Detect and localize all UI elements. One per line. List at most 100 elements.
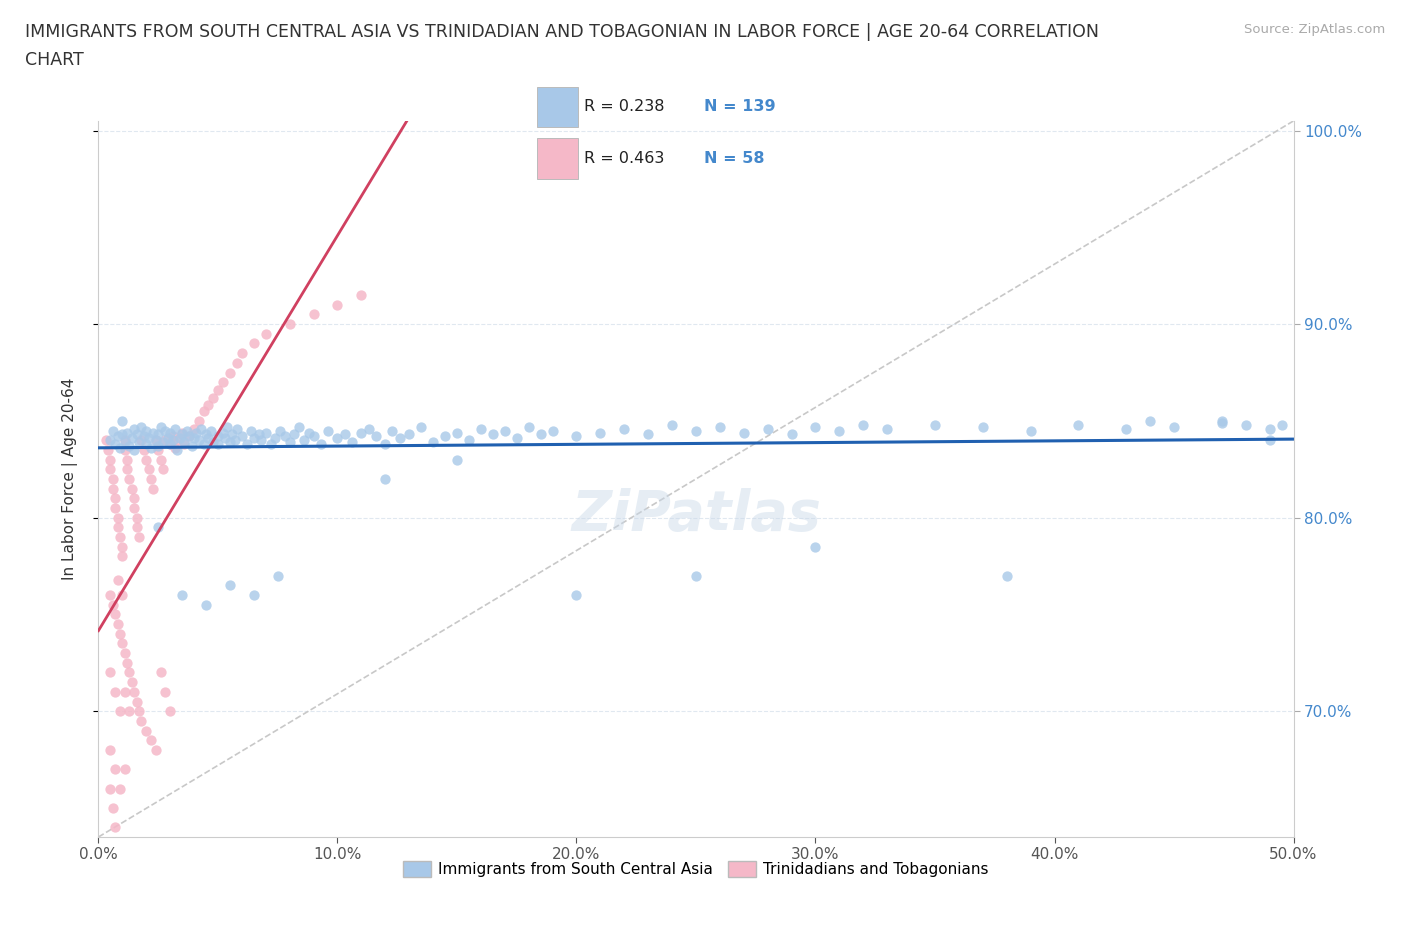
Point <box>159 425 181 440</box>
Point <box>139 733 162 748</box>
Point <box>166 432 188 447</box>
Point <box>254 425 277 440</box>
Point <box>156 431 179 445</box>
Point <box>685 568 707 583</box>
Point <box>231 429 253 444</box>
Point <box>104 820 127 835</box>
Point <box>1234 418 1257 432</box>
Point <box>333 427 356 442</box>
Point <box>195 597 218 612</box>
Point <box>1139 414 1161 429</box>
Point <box>247 427 270 442</box>
Legend: Immigrants from South Central Asia, Trinidadians and Tobagonians: Immigrants from South Central Asia, Trin… <box>396 855 995 884</box>
Point <box>179 429 201 444</box>
Point <box>995 568 1018 583</box>
Point <box>128 434 150 449</box>
Point <box>142 481 165 496</box>
Point <box>269 423 291 438</box>
Point <box>411 419 433 434</box>
Point <box>283 427 305 442</box>
Point <box>733 425 755 440</box>
Point <box>124 684 146 699</box>
Point <box>148 439 170 454</box>
Point <box>180 439 202 454</box>
Point <box>108 529 131 544</box>
Point <box>125 427 148 442</box>
Point <box>709 419 731 434</box>
Point <box>98 452 122 467</box>
Point <box>240 423 263 438</box>
Point <box>125 520 148 535</box>
Point <box>637 427 659 442</box>
Point <box>481 427 505 442</box>
Point <box>148 520 170 535</box>
Point <box>97 443 120 458</box>
Point <box>132 429 155 444</box>
Point <box>98 742 122 757</box>
Point <box>226 355 249 370</box>
Point <box>661 418 683 432</box>
Point <box>145 432 167 447</box>
Point <box>972 419 994 434</box>
Point <box>159 437 181 452</box>
Point <box>565 588 588 603</box>
Point <box>224 432 246 447</box>
Point <box>114 434 136 449</box>
Point <box>139 472 162 486</box>
Point <box>104 684 127 699</box>
Point <box>166 443 188 458</box>
Point <box>149 665 172 680</box>
Point <box>211 425 233 440</box>
Point <box>107 572 129 587</box>
Point <box>288 419 311 434</box>
Point <box>118 704 141 719</box>
Point <box>155 684 177 699</box>
Point <box>128 704 150 719</box>
Point <box>108 704 131 719</box>
Y-axis label: In Labor Force | Age 20-64: In Labor Force | Age 20-64 <box>62 378 77 580</box>
Point <box>470 421 492 436</box>
Point <box>135 423 157 438</box>
Point <box>104 500 127 515</box>
Point <box>924 418 946 432</box>
Text: Source: ZipAtlas.com: Source: ZipAtlas.com <box>1244 23 1385 36</box>
Point <box>219 434 242 449</box>
Point <box>115 462 138 477</box>
Point <box>374 437 396 452</box>
Point <box>125 694 148 709</box>
Point <box>104 607 127 622</box>
Point <box>350 425 373 440</box>
Text: CHART: CHART <box>25 51 84 69</box>
Point <box>565 429 588 444</box>
Point <box>98 462 122 477</box>
Point <box>155 432 177 447</box>
Point <box>298 425 321 440</box>
Point <box>131 713 153 728</box>
Point <box>302 307 325 322</box>
Point <box>309 437 332 452</box>
Point <box>195 427 218 442</box>
Point <box>172 427 194 442</box>
Point <box>530 427 553 442</box>
Point <box>340 434 363 449</box>
Point <box>243 336 266 351</box>
Point <box>852 418 875 432</box>
Point <box>1258 432 1281 447</box>
Point <box>1211 416 1233 431</box>
Point <box>108 626 131 641</box>
Point <box>111 427 134 442</box>
Point <box>176 423 198 438</box>
Point <box>381 423 404 438</box>
Point <box>207 429 229 444</box>
Point <box>173 434 195 449</box>
Point <box>101 801 124 816</box>
Point <box>254 326 277 341</box>
Point <box>326 298 349 312</box>
Point <box>98 588 122 603</box>
Point <box>250 432 273 447</box>
Point <box>104 437 127 452</box>
Point <box>124 443 146 458</box>
Point <box>1019 423 1042 438</box>
Point <box>162 432 184 447</box>
Point <box>118 472 141 486</box>
